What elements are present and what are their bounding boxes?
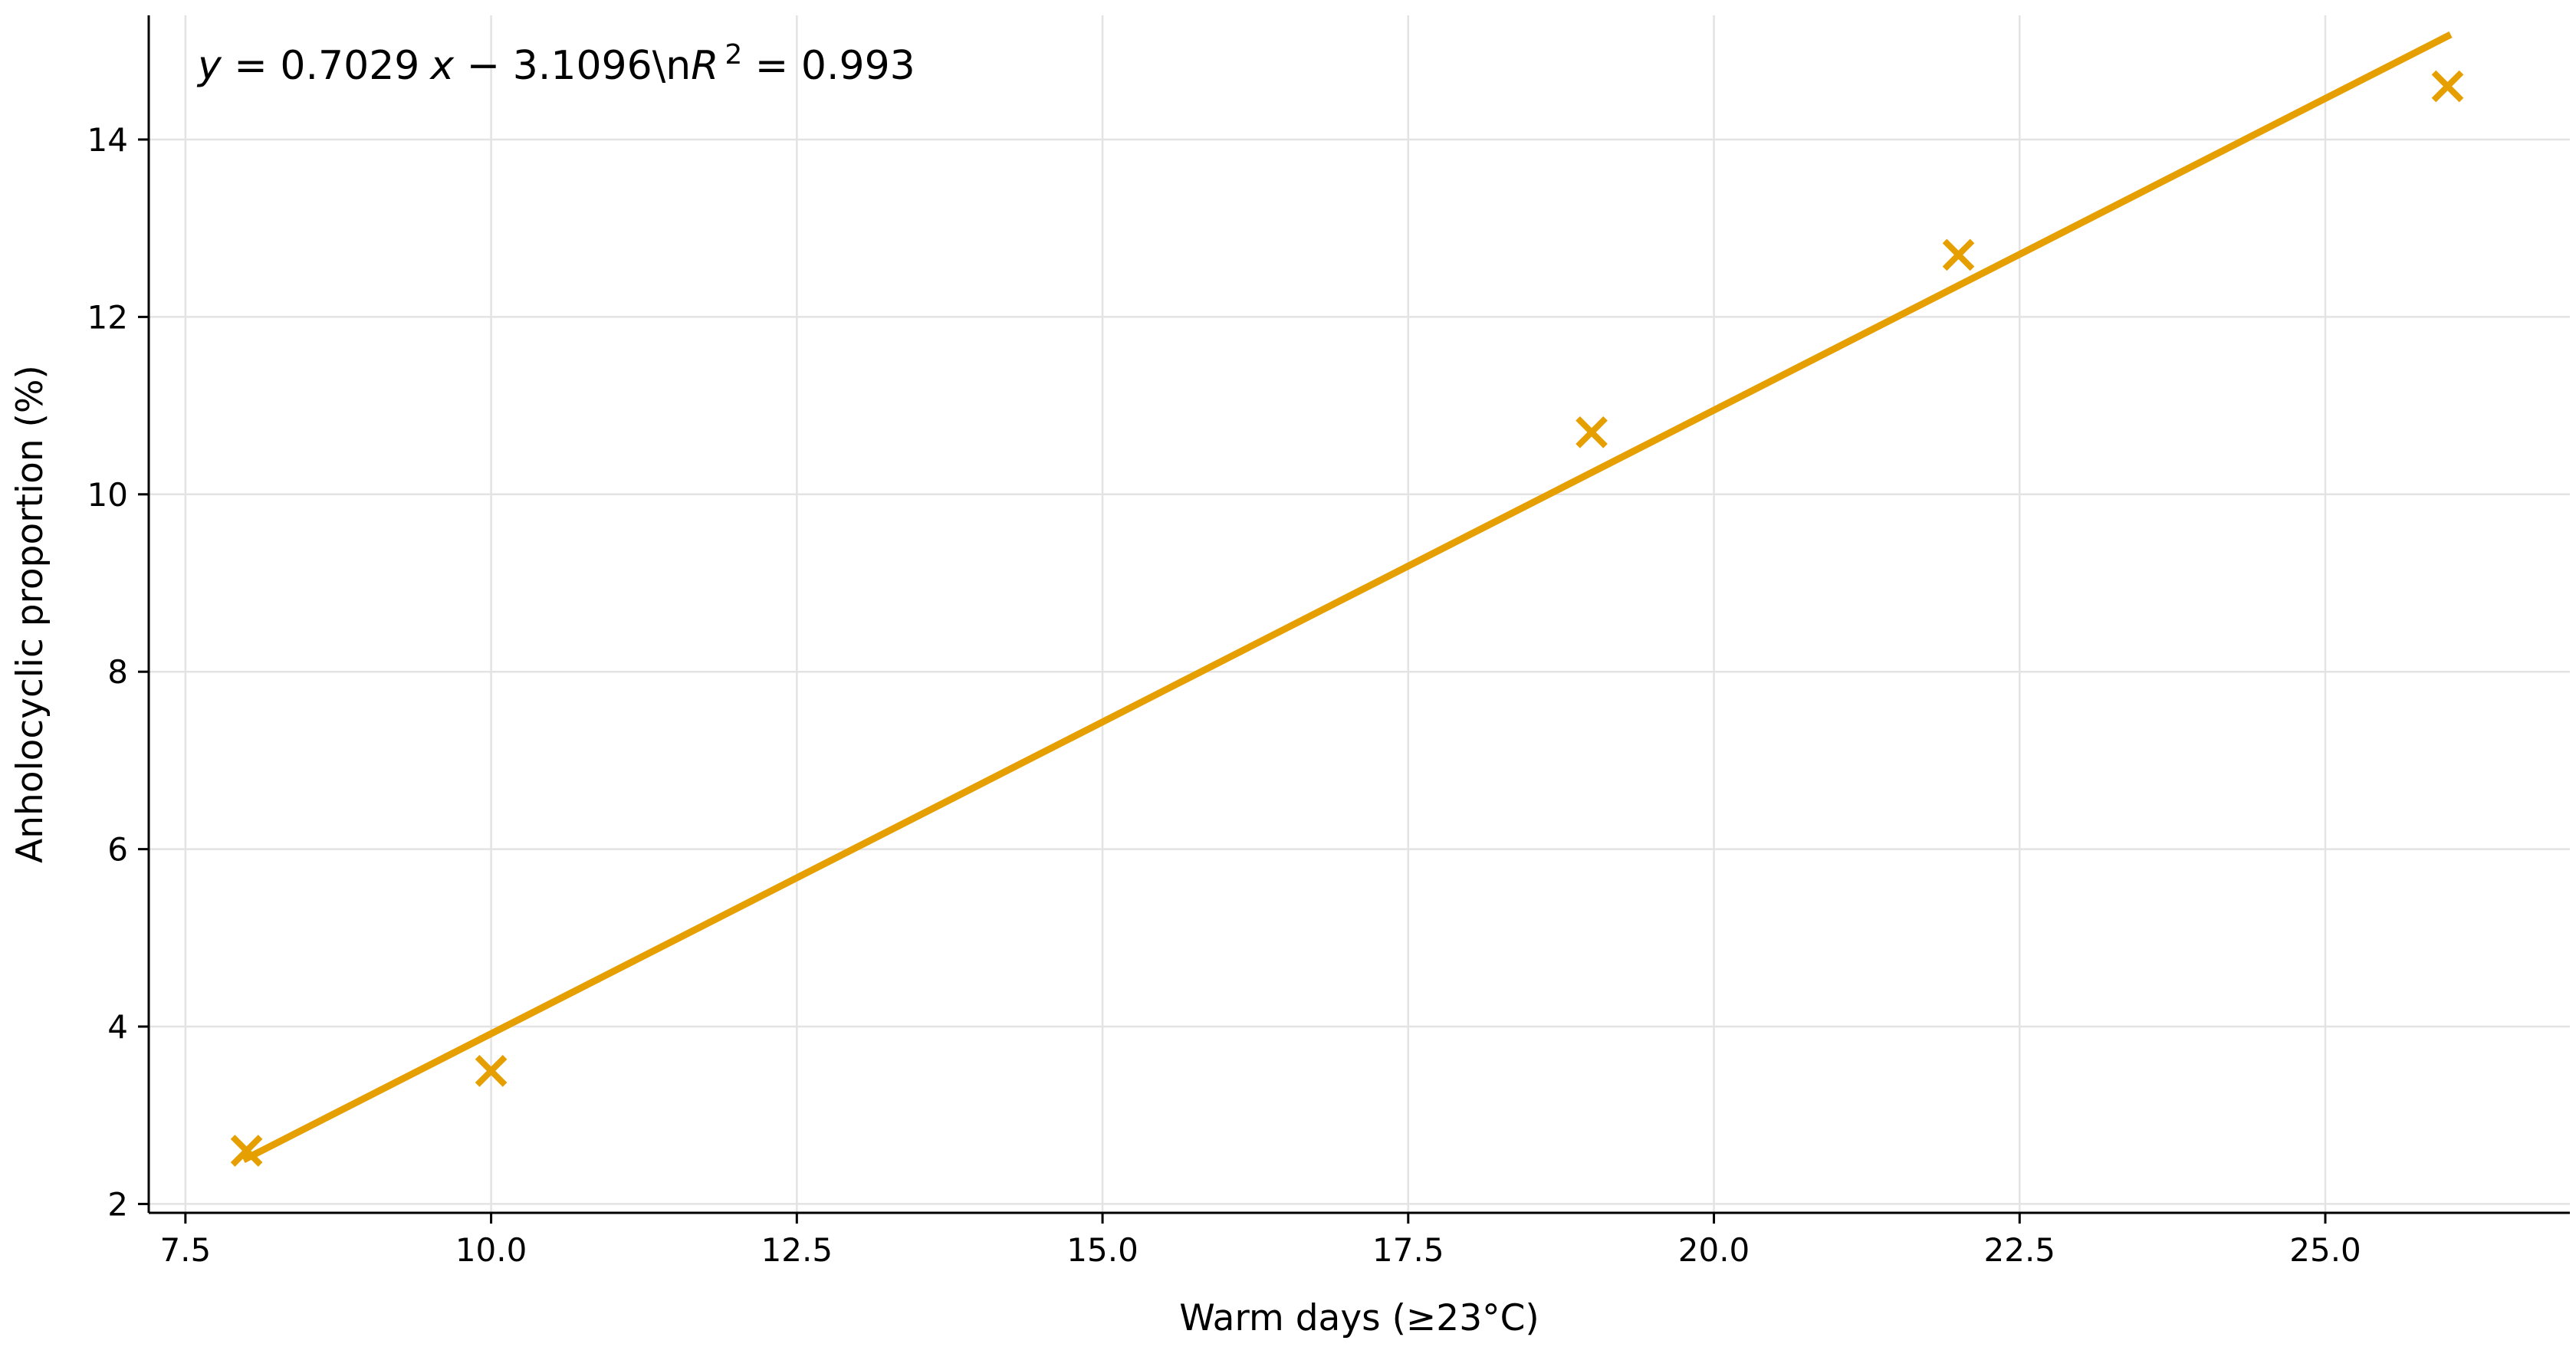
x-tick-label: 20.0 [1678,1231,1750,1269]
annotation-r-superscript: 2 [724,39,742,71]
data-point [230,1135,263,1167]
annotation-y-var: y [196,43,222,89]
x-tick-label: 10.0 [455,1231,527,1269]
x-axis-label: Warm days (≥23°C) [1179,1297,1539,1339]
data-point [2431,70,2464,103]
fit-line-layer [242,31,2453,1164]
y-tick-label: 2 [107,1185,128,1223]
y-tick-label: 6 [107,831,128,869]
data-point [1942,238,1975,271]
scatter-points [230,70,2464,1167]
y-tick-label: 14 [87,121,128,159]
y-tick-label: 10 [87,476,128,514]
data-point-stroke [1576,416,1608,448]
x-tick-label: 15.0 [1066,1231,1138,1269]
regression-annotation: y = 0.7029 x − 3.1096\nR 2 = 0.993 [196,39,915,89]
y-axis-ticks: 2 4 6 8 10 12 14 [87,121,149,1223]
annotation-x-var: x [429,43,455,89]
annotation-intercept: − 3.1096\n [454,43,691,89]
data-point [475,1055,508,1087]
y-tick-label: 12 [87,298,128,336]
data-point [1576,416,1608,448]
x-tick-label: 22.5 [1984,1231,2056,1269]
grid [149,15,2570,1213]
y-tick-label: 8 [107,653,128,691]
axes [147,15,2570,1214]
x-tick-label: 12.5 [761,1231,833,1269]
annotation-slope: = 0.7029 [222,43,420,89]
x-tick-label: 7.5 [159,1231,211,1269]
x-axis-ticks: 7.5 10.0 12.5 15.0 17.5 20.0 22.5 25.0 [159,1213,2361,1269]
annotation-r-var: R [691,43,718,89]
fit-line [242,31,2453,1164]
y-tick-label: 4 [107,1008,128,1046]
data-point-stroke [1942,238,1975,271]
x-tick-label: 25.0 [2289,1231,2361,1269]
annotation-r2-value: = 0.993 [742,43,915,89]
data-point-stroke [230,1135,263,1167]
x-tick-label: 17.5 [1372,1231,1444,1269]
data-point-stroke [2431,70,2464,103]
data-point-stroke [475,1055,508,1087]
y-axis-label: Anholocyclic proportion (%) [9,365,51,863]
